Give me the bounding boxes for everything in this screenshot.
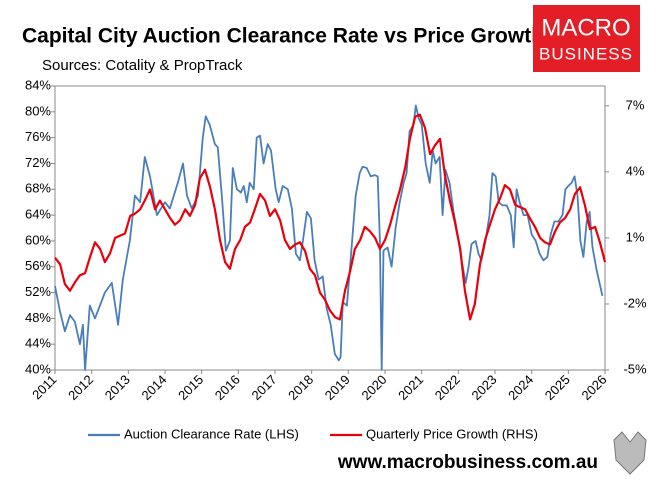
logo-text: BUSINESS — [539, 44, 633, 63]
x-tick-label: 2022 — [432, 372, 463, 403]
y2-tick-label: 4% — [626, 163, 645, 178]
x-tick-label: 2016 — [212, 372, 243, 403]
x-tick-label: 2011 — [29, 372, 59, 402]
y2-tick-label: 1% — [626, 229, 645, 244]
x-tick-label: 2013 — [102, 372, 133, 403]
y-tick-label: 52% — [25, 284, 51, 299]
legend-label: Auction Clearance Rate (LHS) — [124, 426, 299, 441]
legend-label: Quarterly Price Growth (RHS) — [366, 426, 538, 441]
x-tick-label: 2015 — [175, 372, 206, 403]
x-tick-label: 2019 — [322, 372, 353, 403]
logo-text: MACRO — [541, 14, 630, 41]
series-line — [54, 113, 607, 321]
x-tick-label: 2018 — [285, 372, 316, 403]
x-tick-label: 2017 — [248, 372, 279, 403]
y-tick-label: 60% — [25, 232, 51, 247]
x-tick-label: 2024 — [505, 372, 536, 403]
y2-tick-label: -5% — [623, 361, 647, 376]
y-tick-label: 76% — [25, 129, 51, 144]
y-tick-label: 80% — [25, 103, 51, 118]
y2-tick-label: 7% — [626, 97, 645, 112]
website: www.macrobusiness.com.au — [337, 452, 598, 473]
y2-tick-label: -2% — [623, 295, 647, 310]
y-tick-label: 64% — [25, 207, 51, 222]
x-tick-label: 2025 — [542, 372, 573, 403]
x-tick-label: 2023 — [468, 372, 499, 403]
x-tick-label: 2014 — [138, 372, 169, 403]
x-tick-label: 2012 — [65, 372, 96, 403]
x-tick-label: 2021 — [395, 372, 426, 403]
series-line — [54, 104, 604, 371]
plot-frame — [54, 85, 606, 371]
y-tick-label: 44% — [25, 336, 51, 351]
x-tick-label: 2026 — [578, 372, 609, 403]
y-tick-label: 56% — [25, 258, 51, 273]
y-tick-label: 68% — [25, 181, 51, 196]
y-tick-label: 72% — [25, 155, 51, 170]
chart-subtitle: Sources: Cotality & PropTrack — [42, 57, 243, 74]
y-tick-label: 84% — [25, 77, 51, 92]
y-tick-label: 48% — [25, 310, 51, 325]
x-tick-label: 2020 — [358, 372, 389, 403]
logo-box — [533, 5, 640, 72]
wolf-icon — [613, 431, 647, 475]
chart-title: Capital City Auction Clearance Rate vs P… — [22, 25, 544, 48]
y-tick-label: 40% — [25, 361, 51, 376]
